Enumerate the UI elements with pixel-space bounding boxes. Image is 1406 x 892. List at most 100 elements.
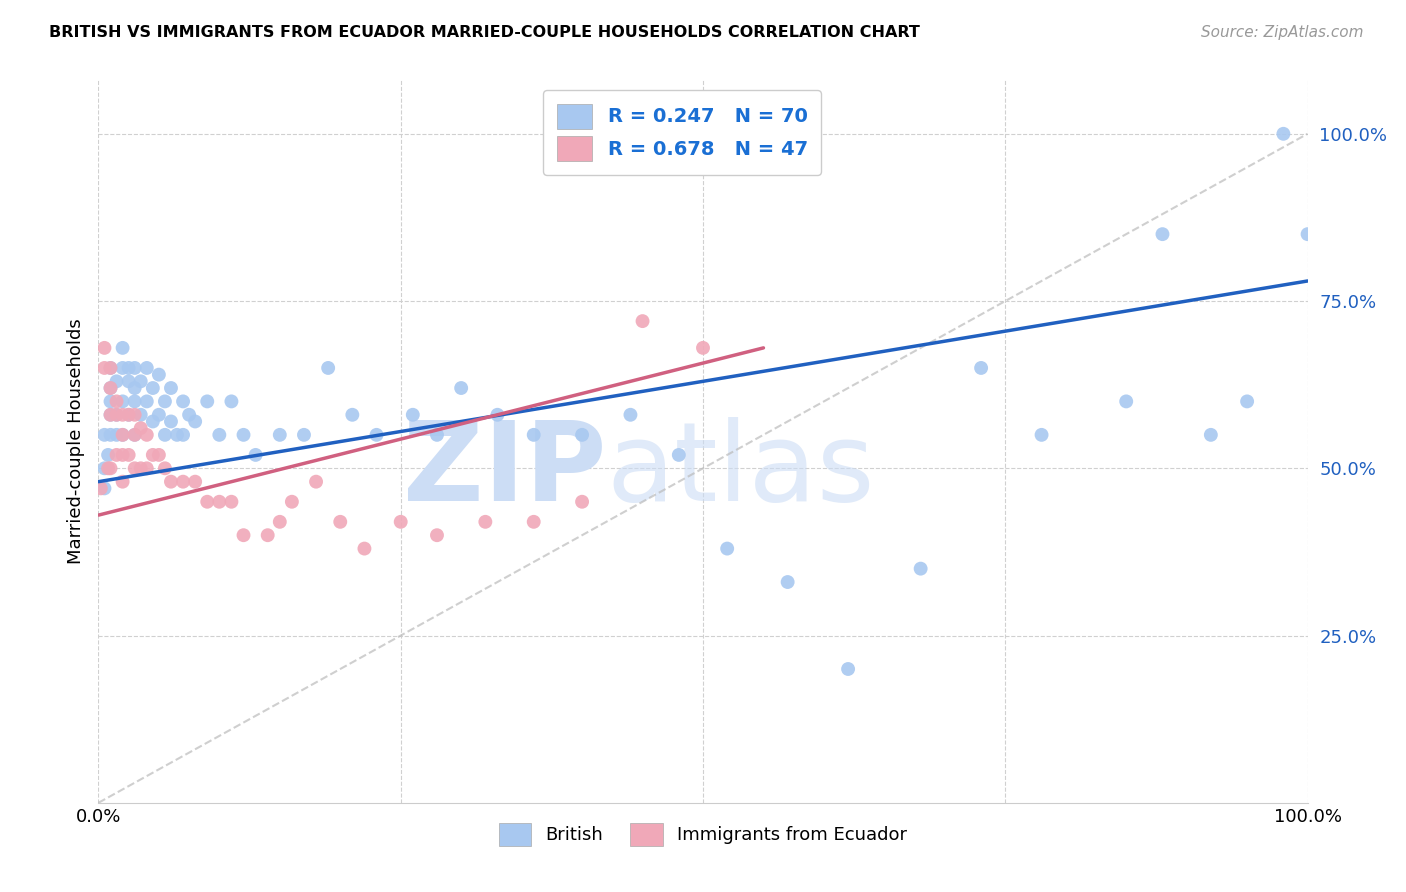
Point [135, 427, 157, 442]
Point [153, 461, 176, 475]
Point [245, 448, 267, 462]
Point [111, 408, 134, 422]
Point [105, 394, 128, 409]
Point [269, 427, 291, 442]
Point [93, 482, 115, 496]
Point [426, 528, 449, 542]
Point [148, 368, 170, 382]
Point [208, 427, 231, 442]
Point [111, 427, 134, 442]
Point [129, 408, 152, 422]
Point [93, 341, 115, 355]
Point [269, 515, 291, 529]
Point [329, 515, 352, 529]
Point [450, 381, 472, 395]
Text: ZIP: ZIP [404, 417, 606, 524]
Point [232, 528, 254, 542]
Point [195, 494, 218, 508]
Point [342, 408, 364, 422]
Point [124, 408, 146, 422]
Point [256, 528, 278, 542]
Text: Source: ZipAtlas.com: Source: ZipAtlas.com [1201, 25, 1364, 40]
Point [105, 408, 128, 422]
Point [523, 515, 546, 529]
Point [571, 494, 593, 508]
Point [93, 427, 115, 442]
Point [118, 408, 141, 422]
Point [100, 408, 122, 422]
Point [353, 541, 375, 556]
Point [1199, 427, 1222, 442]
Point [486, 408, 509, 422]
Point [619, 408, 641, 422]
Point [100, 408, 122, 422]
Point [184, 414, 207, 429]
Point [571, 427, 593, 442]
Y-axis label: Married-couple Households: Married-couple Households [66, 318, 84, 565]
Point [111, 475, 134, 489]
Point [208, 494, 231, 508]
Point [124, 394, 146, 409]
Point [910, 562, 932, 576]
Point [366, 427, 388, 442]
Point [129, 421, 152, 435]
Point [142, 448, 165, 462]
Point [153, 427, 176, 442]
Point [474, 515, 496, 529]
Point [1031, 427, 1053, 442]
Point [160, 475, 183, 489]
Point [305, 475, 328, 489]
Text: BRITISH VS IMMIGRANTS FROM ECUADOR MARRIED-COUPLE HOUSEHOLDS CORRELATION CHART: BRITISH VS IMMIGRANTS FROM ECUADOR MARRI… [49, 25, 920, 40]
Point [105, 408, 128, 422]
Point [124, 361, 146, 376]
Point [148, 408, 170, 422]
Point [135, 461, 157, 475]
Point [232, 427, 254, 442]
Point [1236, 394, 1258, 409]
Point [105, 427, 128, 442]
Point [631, 314, 654, 328]
Point [166, 427, 188, 442]
Point [97, 448, 120, 462]
Point [124, 381, 146, 395]
Point [1272, 127, 1295, 141]
Point [970, 361, 993, 376]
Point [160, 414, 183, 429]
Point [1152, 227, 1174, 242]
Point [716, 541, 738, 556]
Point [118, 448, 141, 462]
Point [153, 394, 176, 409]
Text: atlas: atlas [606, 417, 875, 524]
Point [118, 408, 141, 422]
Point [135, 394, 157, 409]
Point [172, 394, 194, 409]
Point [111, 394, 134, 409]
Point [111, 427, 134, 442]
Point [179, 408, 201, 422]
Point [105, 375, 128, 389]
Point [124, 427, 146, 442]
Point [1115, 394, 1137, 409]
Point [523, 427, 546, 442]
Point [389, 515, 412, 529]
Point [160, 381, 183, 395]
Point [281, 494, 304, 508]
Point [129, 375, 152, 389]
Point [124, 461, 146, 475]
Point [118, 375, 141, 389]
Point [402, 408, 425, 422]
Point [118, 361, 141, 376]
Point [111, 341, 134, 355]
Point [105, 448, 128, 462]
Point [221, 394, 243, 409]
Point [90, 482, 112, 496]
Point [100, 361, 122, 376]
Point [316, 361, 339, 376]
Point [692, 341, 714, 355]
Point [100, 381, 122, 395]
Point [1296, 227, 1319, 242]
Point [124, 427, 146, 442]
Point [426, 427, 449, 442]
Legend: British, Immigrants from Ecuador: British, Immigrants from Ecuador [486, 810, 920, 859]
Point [292, 427, 315, 442]
